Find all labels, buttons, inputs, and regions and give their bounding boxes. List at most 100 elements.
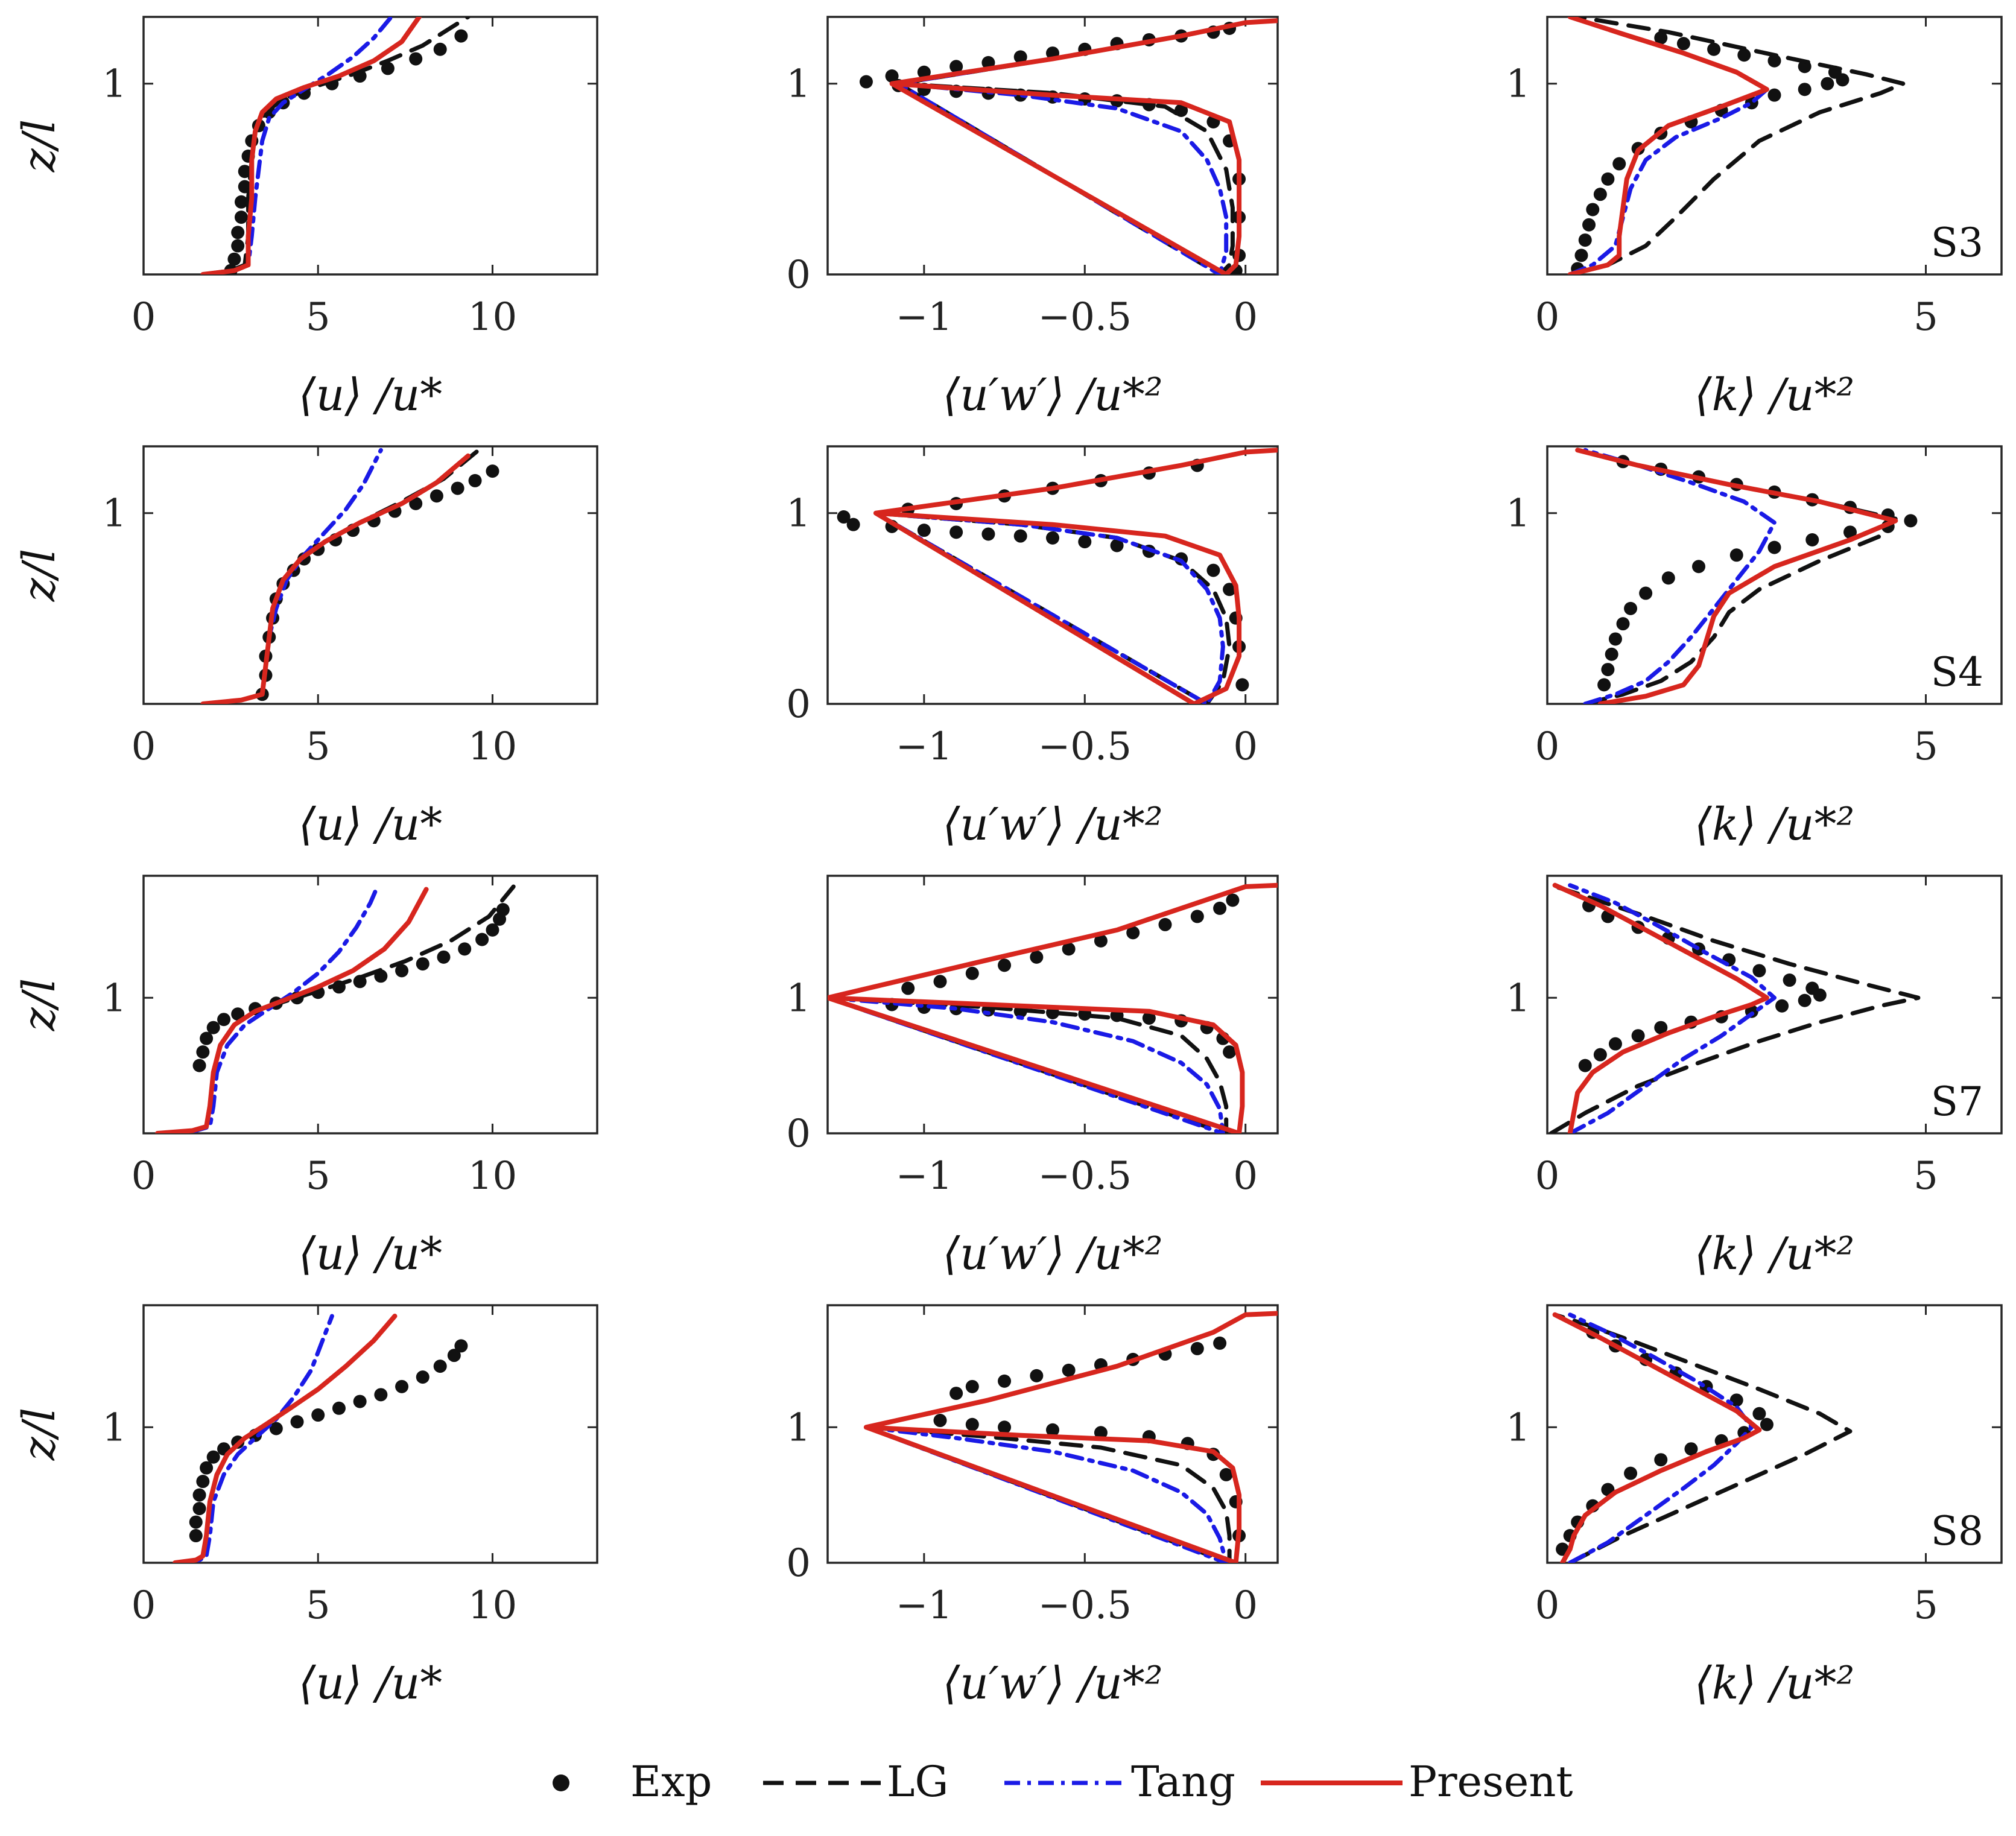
panel-s4-col2: 0 5 1 ⟨k⟩ /u*² S4 (1506, 445, 2003, 850)
exp-point (1616, 617, 1630, 631)
exp-point (437, 950, 451, 964)
x-tick-label: 0 (1233, 724, 1258, 769)
exp-point (998, 1420, 1012, 1434)
x-axis-label: ⟨k⟩ /u*² (1694, 1228, 1854, 1280)
series-group (1548, 882, 1921, 1133)
series-group (173, 1314, 468, 1563)
exp-point (998, 958, 1012, 972)
z-tick-label: 1 (786, 492, 811, 536)
exp-point (1729, 548, 1743, 562)
panel-s3-col1: −1 −0.5 0 0 1 ⟨u′w′⟩ /u*² (786, 16, 1279, 421)
axes-frame (142, 1304, 598, 1564)
exp-point (1624, 601, 1638, 615)
exp-point (1767, 540, 1781, 554)
series-group (1575, 448, 1918, 704)
exp-point (1094, 1426, 1108, 1440)
panel-s7-col2: 0 5 1 ⟨k⟩ /u*² S7 (1506, 875, 2003, 1280)
exp-point (1608, 1037, 1622, 1051)
x-tick-label: −0.5 (1038, 724, 1132, 769)
exp-point (933, 1414, 947, 1428)
x-tick-label: 5 (1913, 724, 1938, 769)
x-tick-label: 5 (306, 1583, 331, 1628)
legend-label: Tang (1131, 1757, 1235, 1806)
series-line-tang (1583, 448, 1777, 704)
legend-item-lg: LG (763, 1757, 948, 1806)
exp-point (1843, 525, 1857, 539)
exp-point (1737, 48, 1751, 62)
exp-point (1142, 1011, 1156, 1025)
series-line-tang (200, 448, 383, 704)
panel-s8-col0: 0 5 10 1 ⟨u⟩ /u* z/l (13, 1304, 598, 1709)
series-group (1552, 1312, 1853, 1563)
series-line-lg (896, 18, 1278, 274)
exp-point (1190, 1341, 1204, 1355)
case-label: S4 (1931, 649, 1983, 695)
exp-point (933, 975, 947, 989)
series-line-present (863, 1311, 1278, 1563)
panel-s4-col0: 0 5 10 1 ⟨u⟩ /u* z/l (13, 445, 598, 850)
series-group (837, 448, 1278, 704)
exp-point (965, 1379, 979, 1393)
x-tick-label: 10 (468, 1583, 517, 1628)
series-group (155, 884, 516, 1133)
series-line-lg (200, 17, 471, 274)
exp-point (1775, 999, 1789, 1013)
z-tick-label: 1 (102, 492, 127, 536)
series-group (859, 18, 1278, 274)
exp-point (1805, 533, 1819, 546)
exp-point (901, 981, 915, 995)
exp-point (1062, 1363, 1076, 1377)
exp-point (200, 1461, 214, 1475)
exp-point (1767, 88, 1781, 102)
x-axis-label: ⟨k⟩ /u*² (1694, 799, 1854, 850)
exp-point (374, 1388, 388, 1402)
exp-point (1013, 50, 1027, 64)
legend-item-tang: Tang (1004, 1757, 1235, 1806)
exp-point (1676, 37, 1690, 51)
x-tick-label: −0.5 (1038, 295, 1132, 340)
x-axis-label: ⟨k⟩ /u*² (1694, 1657, 1854, 1709)
panel-s8-col1: −1 −0.5 0 0 1 ⟨u′w′⟩ /u*² (786, 1304, 1279, 1709)
series-line-present (1575, 448, 1898, 704)
exp-point (1030, 950, 1044, 964)
exp-point (227, 252, 241, 266)
exp-point (1798, 993, 1812, 1007)
exp-point (1094, 934, 1108, 948)
exp-point (837, 510, 851, 524)
exp-point (1213, 1336, 1227, 1350)
exp-point (1605, 647, 1618, 661)
series-line-present (873, 448, 1278, 704)
panel-s3-col2: 0 5 1 ⟨k⟩ /u*² S3 (1506, 16, 2003, 421)
x-tick-label: 0 (1535, 295, 1560, 340)
x-tick-label: 5 (306, 724, 331, 769)
x-tick-label: 0 (1535, 1583, 1560, 1628)
x-tick-label: 0 (132, 724, 156, 769)
x-axis-label: ⟨u′w′⟩ /u*² (942, 369, 1162, 421)
exp-point (206, 1021, 220, 1034)
exp-point (234, 211, 248, 224)
exp-point (486, 464, 499, 478)
exp-point (395, 964, 409, 978)
exp-point (981, 527, 995, 541)
x-tick-label: 0 (1535, 1154, 1560, 1198)
z-tick-label: 1 (1506, 492, 1530, 536)
exp-point (381, 62, 395, 75)
series-line-lg (864, 1311, 1278, 1563)
axes-frame (1546, 445, 2003, 705)
z-tick-label: 1 (1506, 62, 1530, 107)
series-line-present (1552, 1312, 1762, 1563)
exp-point (430, 489, 443, 503)
exp-point (1582, 218, 1596, 232)
series-line-tang (173, 1314, 334, 1563)
exp-point (475, 932, 489, 946)
exp-point (1223, 583, 1237, 597)
exp-point (1631, 1029, 1645, 1043)
axes-frame (1546, 16, 2003, 276)
axes-frame (1546, 1304, 2003, 1564)
panel-s7-col1: −1 −0.5 0 0 1 ⟨u′w′⟩ /u*² (786, 875, 1279, 1280)
x-tick-label: −1 (896, 1154, 953, 1198)
exp-point (998, 1374, 1012, 1388)
case-label: S8 (1931, 1508, 1983, 1554)
series-line-tang (155, 884, 380, 1133)
legend-label: Present (1409, 1757, 1573, 1806)
